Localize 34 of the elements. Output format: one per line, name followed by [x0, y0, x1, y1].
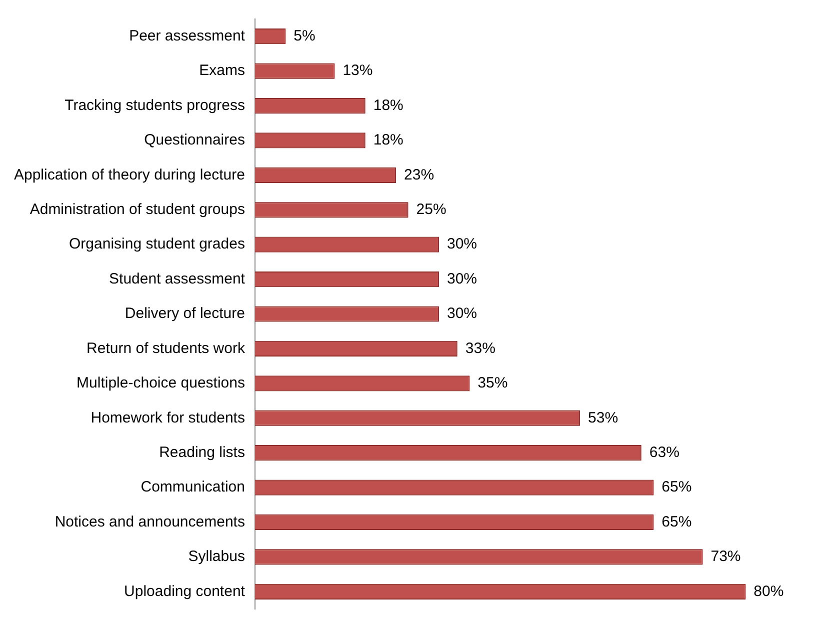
data-label: 35% [478, 374, 508, 392]
y-tick-label: Reading lists [159, 444, 245, 461]
y-tick-label: Notices and announcements [54, 513, 245, 530]
data-label: 18% [373, 132, 404, 149]
y-tick-label: Organising student grades [69, 236, 245, 253]
y-tick-label: Syllabus [188, 548, 245, 566]
data-label: 23% [404, 166, 434, 184]
y-tick-label: Administration of student groups [30, 201, 245, 218]
y-tick-label: Uploading content [124, 582, 246, 600]
y-tick-label: Return of students work [86, 340, 246, 357]
y-tick-label: Delivery of lecture [124, 305, 245, 322]
data-label: 30% [446, 270, 478, 288]
data-label: 5% [294, 27, 316, 44]
y-tick-label: Homework for students [90, 409, 245, 426]
data-label: 80% [754, 582, 784, 600]
y-tick-label: Exams [199, 62, 245, 80]
data-label: 33% [465, 340, 496, 357]
data-label: 65% [662, 478, 692, 496]
y-tick-label: Multiple-choice questions [76, 374, 245, 392]
data-label: 53% [588, 409, 618, 426]
y-tick-label: Student assessment [109, 270, 246, 288]
data-label: 65% [662, 513, 692, 530]
data-label: 13% [342, 62, 373, 80]
y-tick-label: Questionnaires [144, 132, 245, 149]
data-label: 63% [649, 444, 680, 461]
data-label: 25% [416, 201, 446, 218]
data-label: 18% [373, 96, 404, 114]
y-tick-label: Peer assessment [129, 27, 246, 44]
y-tick-label: Communication [140, 478, 245, 496]
data-label: 30% [446, 305, 478, 322]
data-label: 73% [710, 548, 741, 566]
y-tick-label: Tracking students progress [64, 96, 245, 114]
y-tick-label: Application of theory during lecture [14, 166, 245, 184]
data-label: 30% [446, 236, 478, 253]
